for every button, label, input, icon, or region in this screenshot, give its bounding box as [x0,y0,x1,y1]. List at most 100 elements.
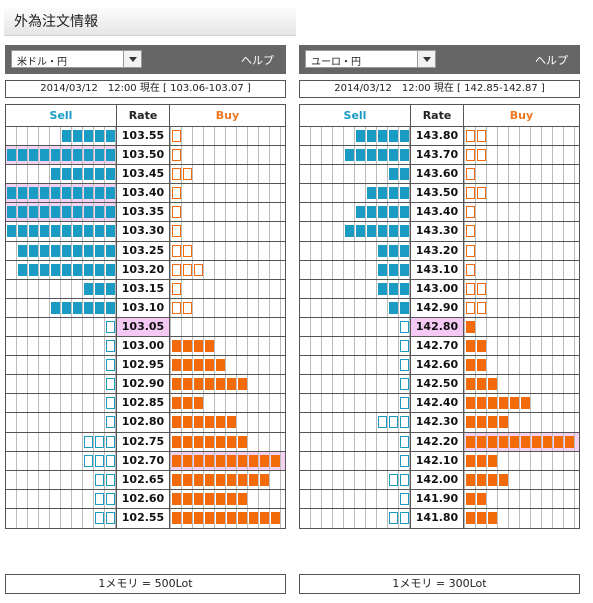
buy-bar [172,492,181,505]
buy-bar [466,492,475,505]
rate-cell: 102.65 [117,470,170,489]
rate-info: 2014/03/12 12:00 現在 [ 103.06-103.07 ] [5,80,286,98]
order-book-row: 103.00 [6,337,285,357]
sell-bar [62,168,71,181]
buy-cell [170,451,285,470]
rate-cell: 103.35 [117,203,170,222]
sell-bar [51,206,60,219]
buy-bar [216,492,225,505]
sell-bar [51,187,60,200]
sell-cell [6,260,117,279]
sell-bar-outline [400,473,409,486]
buy-bar [183,492,192,505]
buy-bar [521,397,530,410]
sell-bar [400,187,409,200]
sell-bar [378,282,387,295]
help-link[interactable]: ヘルプ [241,54,274,67]
rate-cell: 102.90 [117,375,170,394]
rate-cell: 143.50 [411,184,464,203]
buy-header: Buy [215,109,240,122]
sell-bar-outline [106,359,115,372]
buy-bar [521,435,530,448]
buy-bar [466,378,475,391]
buy-bar [477,340,486,353]
currency-pair-select[interactable]: ユーロ・円 [305,50,436,68]
sell-bar [18,225,27,238]
panel-toolbar: 米ドル・円 ヘルプ [5,45,286,74]
rate-cell: 143.00 [411,279,464,298]
buy-bar [183,416,192,429]
buy-bar [466,454,475,467]
order-book-row: 142.90 [300,298,579,318]
sell-cell [6,413,117,432]
buy-bar-outline [466,130,475,142]
buy-bar [194,454,203,467]
sell-bar [51,301,60,314]
buy-cell [170,279,285,298]
order-book-row: 143.40 [300,203,579,223]
buy-bar [172,397,181,410]
buy-bar [466,320,475,333]
rate-cell: 142.90 [411,298,464,317]
sell-bar [73,187,82,200]
chevron-down-icon[interactable] [123,51,141,67]
buy-cell [464,260,579,279]
sell-cell [6,222,117,241]
buy-cell [170,470,285,489]
sell-cell [6,279,117,298]
buy-bar [466,416,475,429]
buy-bar [183,378,192,391]
rate-cell: 143.10 [411,260,464,279]
sell-bar [378,130,387,142]
rate-cell: 103.45 [117,165,170,184]
help-link[interactable]: ヘルプ [535,54,568,67]
buy-bar [216,435,225,448]
buy-bar-outline [172,130,181,142]
buy-bar [227,435,236,448]
sell-cell [6,165,117,184]
buy-bar-outline [477,187,486,200]
sell-bar [7,225,16,238]
buy-bar [205,435,214,448]
buy-bar [194,435,203,448]
rate-header: Rate [411,105,464,126]
buy-cell [170,203,285,222]
sell-bar-outline [400,359,409,372]
sell-bar [29,263,38,276]
buy-bar [249,511,258,524]
buy-cell [170,508,285,528]
buy-bar [205,473,214,486]
order-book-row: 103.40 [6,184,285,204]
buy-bar [488,473,497,486]
sell-bar [389,301,398,314]
order-book-row: 103.45 [6,165,285,185]
sell-bar [389,244,398,257]
sell-bar [106,187,115,200]
order-book-row: 103.20 [6,260,285,280]
buy-bar [194,397,203,410]
sell-bar [367,206,376,219]
sell-bar [389,225,398,238]
sell-bar [378,149,387,162]
sell-bar [95,168,104,181]
currency-pair-select[interactable]: 米ドル・円 [11,50,142,68]
chevron-down-icon[interactable] [417,51,435,67]
sell-bar [29,206,38,219]
buy-bar [238,454,247,467]
sell-bar [40,244,49,257]
order-book-row: 142.40 [300,394,579,414]
buy-bar [172,378,181,391]
rate-cell: 103.50 [117,146,170,165]
buy-cell [170,127,285,146]
sell-cell [6,356,117,375]
sell-bar [367,187,376,200]
sell-bar-outline [95,454,104,467]
sell-bar-outline [400,454,409,467]
buy-bar-outline [183,263,192,276]
sell-cell [6,184,117,203]
buy-bar [194,492,203,505]
sell-bar-outline [400,378,409,391]
buy-cell [464,489,579,508]
sell-bar-outline [106,454,115,467]
sell-bar [18,206,27,219]
